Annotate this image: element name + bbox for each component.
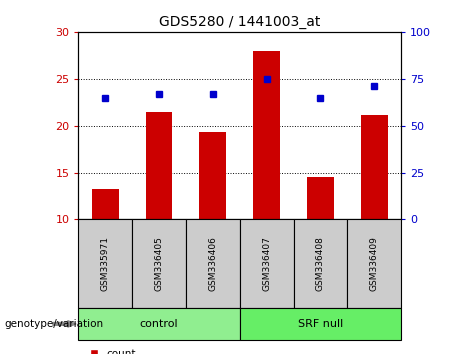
- Bar: [240, 308, 401, 340]
- Text: control: control: [140, 319, 178, 329]
- Bar: [78, 219, 132, 308]
- Text: SRF null: SRF null: [298, 319, 343, 329]
- Bar: [347, 219, 401, 308]
- Bar: [307, 177, 334, 219]
- Text: GSM336406: GSM336406: [208, 236, 217, 291]
- Bar: [294, 219, 347, 308]
- Text: GSM336407: GSM336407: [262, 236, 271, 291]
- Bar: [253, 51, 280, 219]
- Bar: [199, 132, 226, 219]
- Bar: [92, 189, 118, 219]
- Bar: [240, 219, 294, 308]
- Bar: [132, 219, 186, 308]
- Bar: [78, 308, 240, 340]
- Bar: [186, 219, 240, 308]
- Bar: [361, 115, 388, 219]
- Text: GSM335971: GSM335971: [101, 236, 110, 291]
- Text: GSM336405: GSM336405: [154, 236, 164, 291]
- Legend: count, percentile rank within the sample: count, percentile rank within the sample: [90, 349, 283, 354]
- Text: genotype/variation: genotype/variation: [5, 319, 104, 329]
- Text: GSM336409: GSM336409: [370, 236, 378, 291]
- Bar: [146, 112, 172, 219]
- Text: GSM336408: GSM336408: [316, 236, 325, 291]
- Title: GDS5280 / 1441003_at: GDS5280 / 1441003_at: [159, 16, 320, 29]
